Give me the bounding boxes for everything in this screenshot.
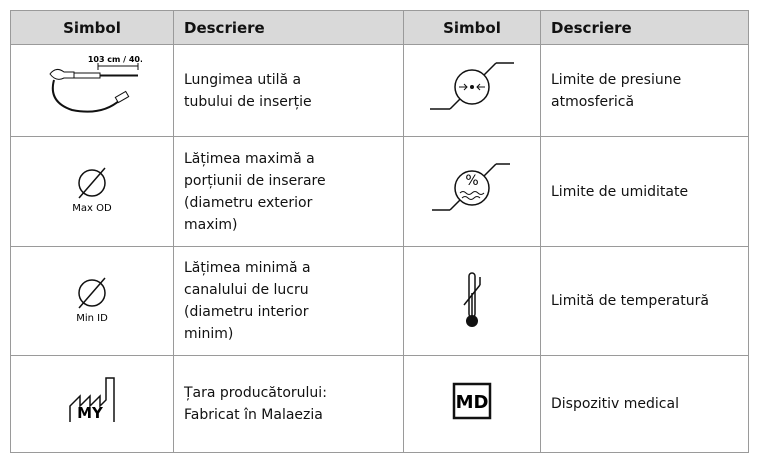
medical-device-icon: MD — [452, 382, 492, 419]
row: Max OD Lățimea maximă a porțiunii de inse… — [10, 136, 749, 247]
symbol-text: Max OD — [72, 203, 112, 214]
description-cell: Lungimea utilă a tubului de inserție — [173, 44, 404, 137]
description-line: porțiunii de inserare — [184, 172, 326, 189]
symbol-cell: MD — [403, 355, 541, 453]
header-cell: Simbol — [10, 10, 174, 45]
symbol-cell: MY — [10, 355, 174, 453]
description-line: atmosferică — [551, 93, 635, 110]
header-cell: Descriere — [173, 10, 404, 45]
row: Min ID Lățimea minimă a canalului de lucr… — [10, 246, 749, 356]
diameter-icon: Min ID — [76, 277, 108, 324]
description-cell: Dispozitiv medical — [540, 355, 749, 453]
description-line: (diametru exterior — [184, 194, 313, 211]
row: 103 cm / 40.6″ Lungimea utilă a tubului d… — [10, 44, 749, 137]
symbol-cell: 103 cm / 40.6″ — [10, 44, 174, 137]
symbol-table: Simbol Descriere Simbol Descriere 103 cm… — [10, 10, 749, 453]
description-line: Limită de temperatură — [551, 293, 709, 309]
temperature-icon — [463, 271, 481, 327]
description-cell: Limite de presiune atmosferică — [540, 44, 749, 137]
header-cell: Simbol — [403, 10, 541, 45]
description-cell: Limite de umiditate — [540, 136, 749, 247]
symbol-cell: % — [403, 136, 541, 247]
symbol-cell — [403, 246, 541, 356]
description-line: Limite de umiditate — [551, 183, 689, 200]
pressure-icon — [430, 62, 514, 110]
description-line: tubului de inserție — [184, 93, 312, 110]
description-cell: Limită de temperatură — [540, 246, 749, 356]
symbol-text: % — [465, 173, 478, 189]
description-line: Lățimea minimă a — [184, 260, 311, 276]
symbol-text: 103 cm / 40.6″ — [88, 55, 142, 64]
symbol-text: Min ID — [76, 313, 108, 324]
symbol-cell — [403, 44, 541, 137]
description-cell: Lățimea minimă a canalului de lucru (diame… — [173, 246, 404, 356]
symbol-cell: Min ID — [10, 246, 174, 356]
description-cell: Țara producătorului: Fabricat în Malaezia — [173, 355, 404, 453]
symbol-text: MD — [456, 392, 489, 413]
manufacturer-icon: MY — [69, 376, 115, 422]
description-line: Dispozitiv medical — [551, 396, 679, 412]
row: MY Țara producătorului: Fabricat în Malae… — [10, 355, 749, 453]
description-line: canalului de lucru — [184, 282, 309, 298]
description-cell: Lățimea maximă a porțiunii de inserare (di… — [173, 136, 404, 247]
header-cell: Descriere — [540, 10, 749, 45]
humidity-icon: % — [432, 163, 510, 211]
description-line: Lungimea utilă a — [184, 71, 302, 88]
symbol-cell: Max OD — [10, 136, 174, 247]
description-line: Limite de presiune — [551, 71, 682, 88]
header-row: Simbol Descriere Simbol Descriere — [10, 10, 749, 45]
symbol-text: MY — [77, 404, 104, 422]
description-line: (diametru interior — [184, 304, 309, 320]
description-line: Fabricat în Malaezia — [184, 407, 323, 423]
description-line: minim) — [184, 326, 234, 342]
description-line: Lățimea maximă a — [184, 150, 315, 167]
endoscope-icon: 103 cm / 40.6″ — [49, 55, 153, 113]
description-line: maxim) — [184, 216, 238, 233]
description-line: Țara producătorului: — [184, 385, 327, 401]
diameter-icon: Max OD — [72, 167, 112, 214]
